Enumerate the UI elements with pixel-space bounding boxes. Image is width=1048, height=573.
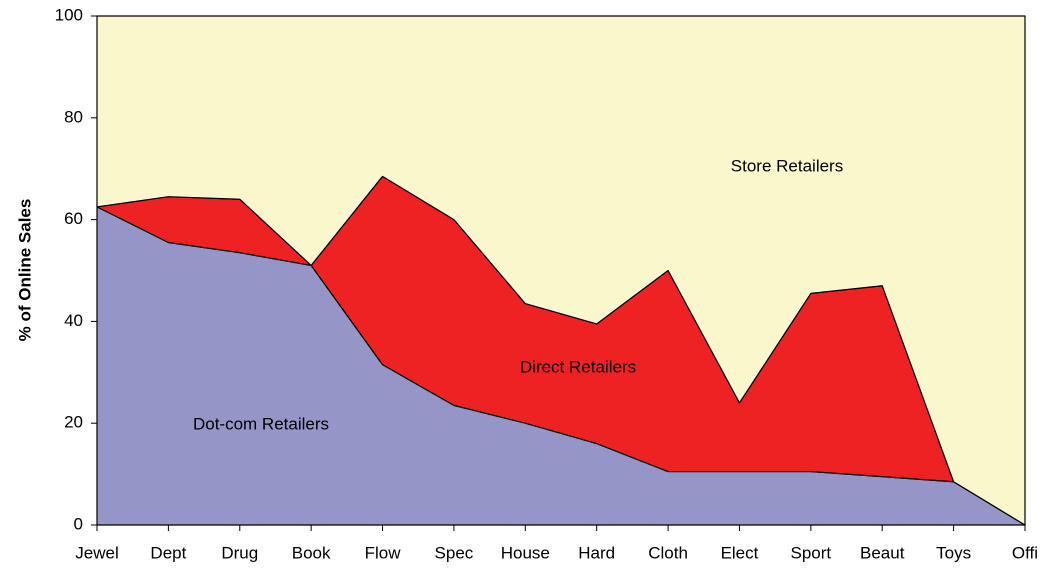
x-tick-label: Elect (721, 543, 759, 562)
y-tick-label: 20 (64, 413, 83, 432)
series-label: Store Retailers (731, 156, 843, 175)
x-tick-label: Sport (791, 543, 832, 562)
x-tick-label: Book (292, 543, 331, 562)
x-tick-label: Dept (150, 543, 186, 562)
plot-border (96, 15, 1026, 526)
x-tick-label: House (501, 543, 550, 562)
series-label: Direct Retailers (520, 357, 636, 376)
x-tick-label: Jewel (75, 543, 118, 562)
x-tick-label: Offi (1012, 543, 1038, 562)
x-tick-label: Hard (578, 543, 615, 562)
y-tick-label: 0 (74, 514, 83, 533)
y-tick-label: 100 (55, 5, 83, 24)
x-tick-label: Spec (435, 543, 474, 562)
y-tick-label: 60 (64, 209, 83, 228)
x-tick-label: Toys (936, 543, 971, 562)
x-tick-label: Cloth (648, 543, 688, 562)
y-tick-label: 40 (64, 311, 83, 330)
series-label: Dot-com Retailers (193, 414, 329, 433)
x-tick-label: Flow (365, 543, 402, 562)
y-axis-title: % of Online Sales (15, 199, 34, 342)
x-tick-label: Beaut (860, 543, 905, 562)
y-tick-label: 80 (64, 107, 83, 126)
x-tick-label: Drug (221, 543, 258, 562)
